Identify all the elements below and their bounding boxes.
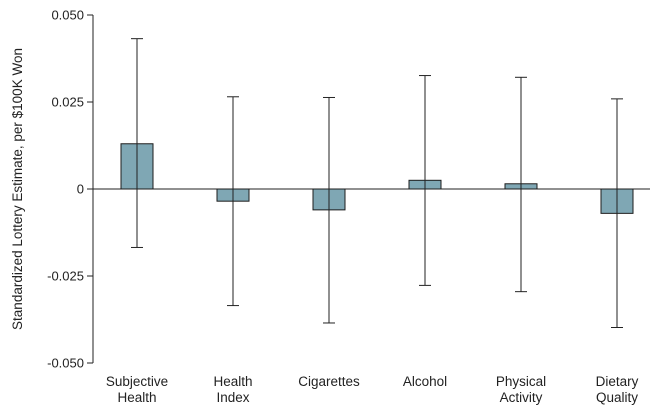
x-category-label: Physical Activity: [496, 374, 546, 405]
y-axis-title: Standardized Lottery Estimate, per $100K…: [10, 48, 25, 330]
y-tick-label: -0.050: [47, 356, 84, 371]
y-axis: -0.050 -0.025 0 0.025 0.050: [47, 8, 94, 371]
x-category-label: Cigarettes: [298, 374, 360, 389]
x-axis-labels: Subjective Health Health Index Cigarettes Alc…: [106, 374, 639, 405]
x-category-label: Health Index: [213, 374, 252, 405]
y-tick-label: 0: [77, 182, 84, 197]
x-category-label: Subjective Health: [106, 374, 168, 405]
error-bars: [131, 38, 623, 329]
y-tick-label: 0.025: [51, 95, 84, 110]
x-category-label: Alcohol: [403, 374, 447, 389]
y-tick-label: -0.025: [47, 269, 84, 284]
y-tick-label: 0.050: [51, 8, 84, 23]
bars: [120, 143, 634, 214]
x-category-label: Dietary Quality: [596, 374, 639, 405]
